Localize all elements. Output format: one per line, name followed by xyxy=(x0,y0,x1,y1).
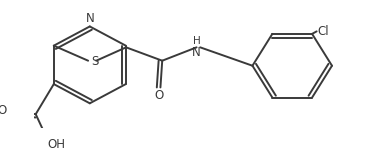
Text: OH: OH xyxy=(47,138,65,151)
Text: N: N xyxy=(192,46,201,59)
Text: O: O xyxy=(154,89,163,102)
Text: S: S xyxy=(91,55,98,68)
Text: Cl: Cl xyxy=(318,25,329,38)
Text: O: O xyxy=(0,104,7,117)
Text: N: N xyxy=(85,12,94,25)
Text: H: H xyxy=(193,36,200,46)
